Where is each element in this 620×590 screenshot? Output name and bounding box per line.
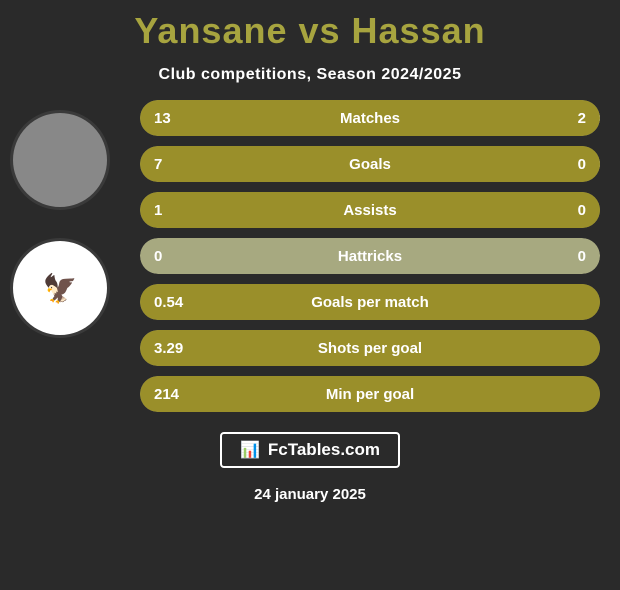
page-subtitle: Club competitions, Season 2024/2025 <box>0 66 620 84</box>
stat-label: Min per goal <box>140 386 600 403</box>
page-title: Yansane vs Hassan <box>0 10 620 52</box>
content: 🦅 132Matches 70Goals 10Assists 00Hattricks 0… <box>0 100 620 412</box>
stat-row: 214Min per goal <box>140 376 600 412</box>
avatars: 🦅 <box>10 110 120 366</box>
stat-label: Hattricks <box>140 248 600 265</box>
stat-label: Goals per match <box>140 294 600 311</box>
stat-label: Shots per goal <box>140 340 600 357</box>
stat-row: 00Hattricks <box>140 238 600 274</box>
stat-row: 3.29Shots per goal <box>140 330 600 366</box>
stat-row: 10Assists <box>140 192 600 228</box>
brand-box[interactable]: 📊 FcTables.com <box>220 432 400 468</box>
player-right-logo: 🦅 <box>10 238 110 338</box>
player-left-avatar <box>10 110 110 210</box>
stat-row: 0.54Goals per match <box>140 284 600 320</box>
chart-icon: 📊 <box>240 440 260 460</box>
stat-rows: 132Matches 70Goals 10Assists 00Hattricks 0.5… <box>140 100 600 412</box>
date-text: 24 january 2025 <box>0 486 620 503</box>
brand-text: FcTables.com <box>268 440 380 460</box>
stat-label: Goals <box>140 156 600 173</box>
stat-label: Assists <box>140 202 600 219</box>
stat-row: 132Matches <box>140 100 600 136</box>
footer: 📊 FcTables.com <box>0 432 620 468</box>
stat-row: 70Goals <box>140 146 600 182</box>
stat-label: Matches <box>140 110 600 127</box>
